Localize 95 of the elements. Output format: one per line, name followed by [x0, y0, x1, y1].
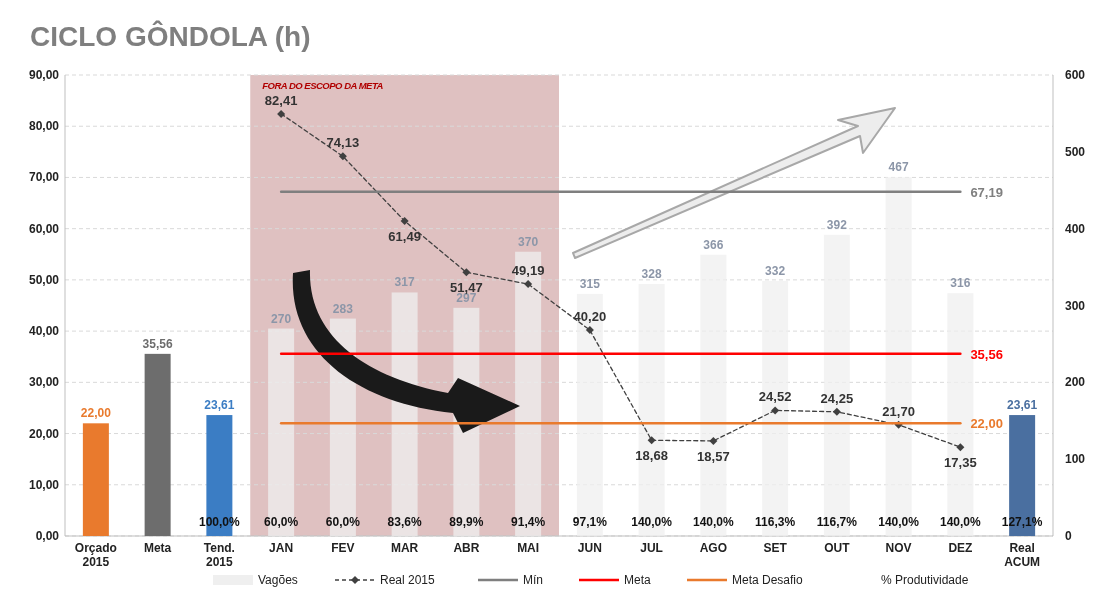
x-tick-label: MAI	[517, 541, 540, 555]
x-tick-label: ABR	[453, 541, 480, 555]
annotation: 116,3%	[755, 515, 796, 529]
y-tick-label: 90,00	[28, 68, 60, 82]
data-label: 18,57	[697, 448, 730, 464]
data-label: 22,00	[80, 406, 112, 421]
legend-label: Mín	[523, 573, 544, 587]
data-label: 67,19	[970, 184, 1003, 200]
annotation: 91,4%	[511, 515, 546, 529]
chart-title: CICLO GÔNDOLA (h)	[30, 20, 311, 52]
x-tick-label: Real ACUM	[1004, 541, 1041, 569]
point	[400, 217, 409, 226]
y-tick-label: 30,00	[28, 375, 60, 390]
y-tick-label: 50,00	[28, 272, 60, 287]
data-label: 316	[950, 276, 971, 291]
y-tick-label: 20,00	[28, 426, 60, 441]
point	[771, 406, 780, 415]
annotation: 140,0%	[940, 515, 982, 529]
data-label: 49,19	[511, 263, 545, 279]
x-tick-label: MAR	[390, 541, 419, 555]
data-label: 22,00	[970, 416, 1003, 432]
data-label: 270	[271, 311, 292, 326]
annotation: 83,6%	[387, 515, 422, 529]
x-tick-label: NOV	[885, 541, 912, 555]
x-tick-label: JUN	[577, 541, 602, 555]
legend-label: Meta	[624, 573, 651, 587]
text: % Produtividade	[881, 573, 969, 587]
data-label: 35,56	[970, 346, 1003, 362]
point	[277, 109, 286, 118]
x-tick-label: FEV	[331, 541, 355, 555]
x-tick-label: Orçado 2015	[74, 541, 117, 569]
annotation: 116,7%	[816, 515, 858, 529]
bar	[144, 353, 171, 536]
data-label: 23,61	[204, 398, 235, 413]
y-tick-label: 40,00	[28, 324, 60, 339]
data-label: 392	[826, 217, 848, 232]
y2-tick-label: 400	[1065, 221, 1086, 236]
x-tick-label: SET	[763, 541, 788, 555]
bar	[82, 423, 109, 536]
point	[338, 152, 347, 161]
point	[832, 407, 841, 416]
data-label: 328	[641, 266, 662, 281]
y2-tick-label: 200	[1065, 375, 1086, 390]
point	[462, 268, 471, 277]
annotation: 140,0%	[693, 515, 735, 529]
data-label: 467	[888, 160, 909, 175]
x-tick-label: JAN	[269, 541, 294, 555]
y2-tick-label: 600	[1065, 68, 1086, 82]
data-label: 24,25	[820, 390, 854, 406]
y-tick-label: 60,00	[28, 221, 60, 236]
annotation: 97,1%	[572, 515, 608, 529]
legend-label: Real 2015	[380, 573, 436, 587]
x-tick-label: AGO	[699, 541, 728, 555]
point	[956, 443, 965, 452]
data-label: 332	[765, 263, 786, 278]
y-tick-label: 10,00	[28, 477, 60, 492]
data-label: 40,20	[573, 309, 607, 325]
annotation: 60,0%	[264, 515, 299, 529]
point	[524, 280, 533, 289]
point	[585, 326, 594, 335]
data-label: 317	[394, 275, 415, 290]
data-label: 82,41	[264, 92, 298, 108]
data-label: 74,13	[326, 135, 360, 151]
data-label: 23,61	[1007, 398, 1038, 413]
point	[709, 436, 718, 445]
y-tick-label: 70,00	[28, 170, 60, 185]
x-tick-label: Tend. 2015	[203, 541, 235, 569]
y2-tick-label: 0	[1065, 529, 1072, 543]
data-label: 24,52	[758, 389, 792, 405]
annotation: 140,0%	[878, 515, 920, 529]
x-tick-label: JUL	[640, 541, 663, 555]
annotation: 89,9%	[449, 515, 484, 529]
data-label: 283	[332, 301, 354, 316]
data-label: 35,56	[142, 336, 173, 351]
y2-tick-label: 300	[1065, 298, 1086, 313]
data-label: 61,49	[388, 229, 421, 245]
data-label: 366	[703, 237, 724, 252]
point	[647, 436, 656, 445]
legend-label: Meta Desafio	[732, 573, 804, 587]
data-label: 370	[518, 234, 539, 249]
x-tick-label: Meta	[143, 541, 172, 555]
y2-tick-label: 500	[1065, 144, 1086, 159]
annotation: 140,0%	[631, 515, 673, 529]
y-tick-label: 80,00	[28, 119, 60, 134]
data-label: 315	[579, 276, 601, 291]
data-label: 18,68	[635, 448, 668, 464]
y-tick-label: 0,00	[35, 529, 60, 543]
band-label: FORA DO ESCOPO DA META	[262, 80, 384, 91]
legend-label: Vagões	[258, 573, 298, 587]
x-tick-label: OUT	[824, 541, 851, 555]
x-tick-label: DEZ	[948, 541, 973, 555]
y2-tick-label: 100	[1065, 452, 1086, 467]
annotation: 60,0%	[325, 515, 361, 529]
data-label: 17,35	[944, 455, 977, 471]
data-label: 21,70	[882, 403, 915, 419]
